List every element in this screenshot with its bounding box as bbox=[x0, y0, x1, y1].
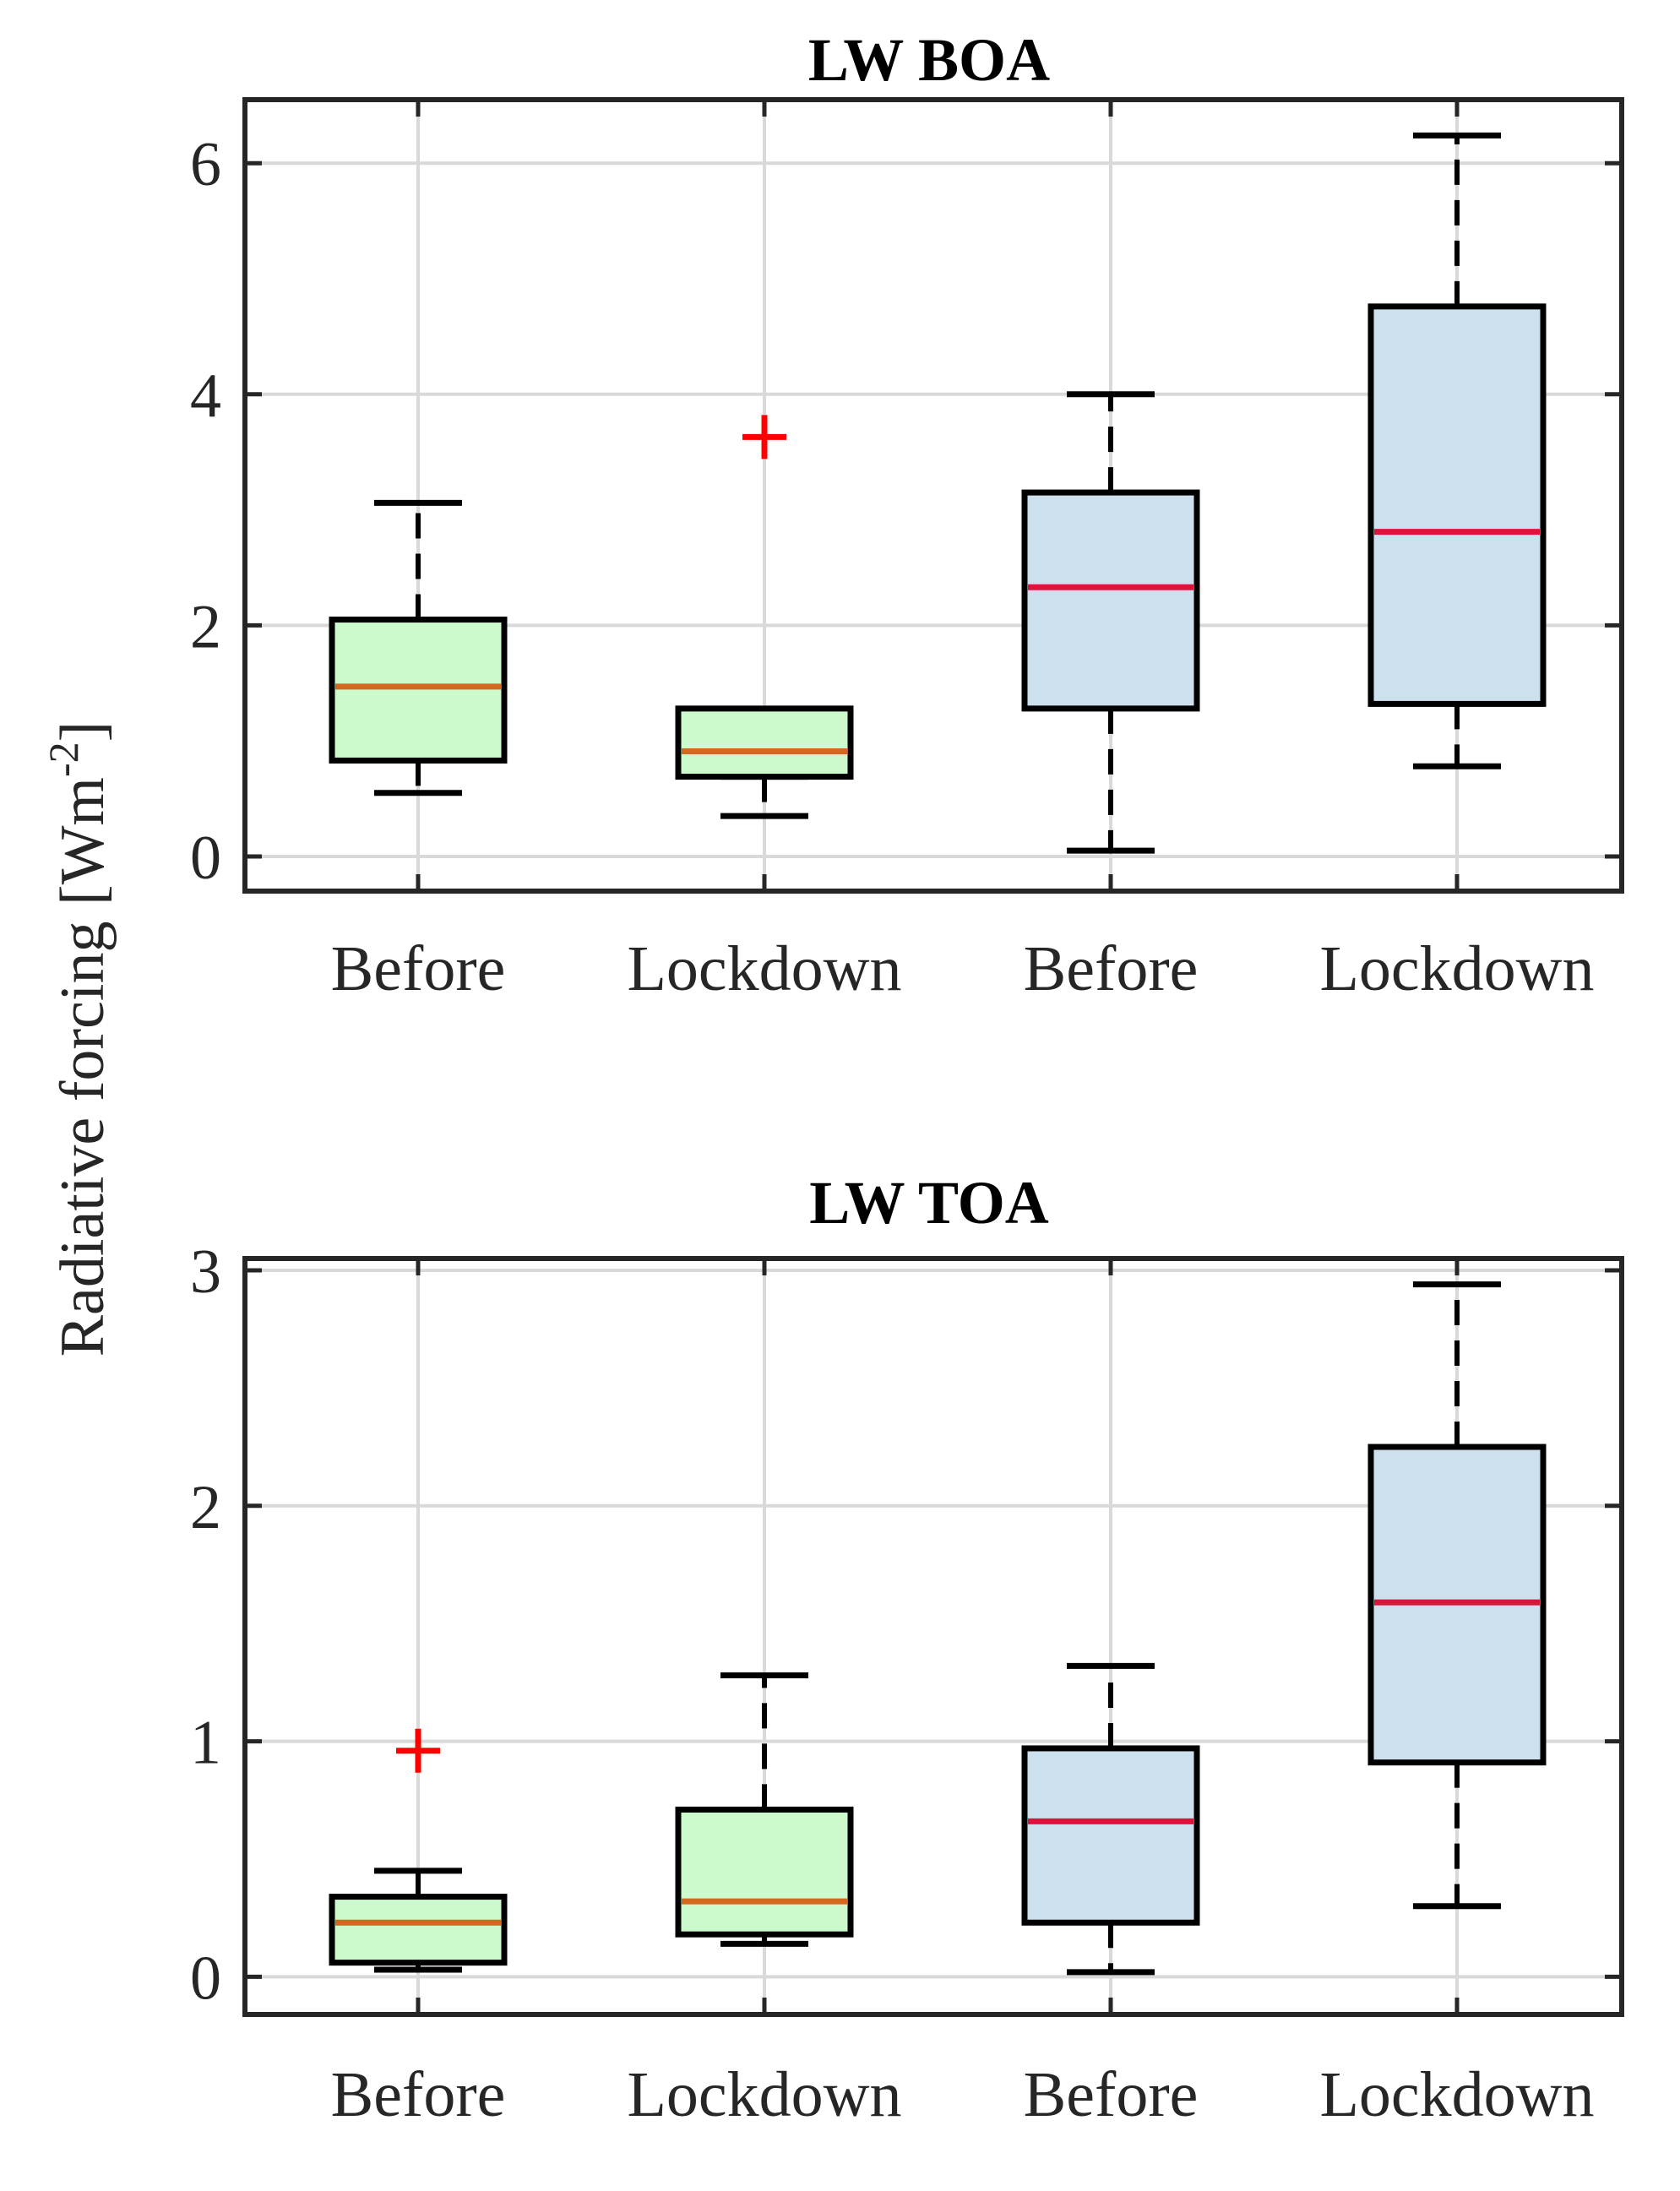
y-tick-label: 2 bbox=[190, 1473, 221, 1542]
y-tick-label: 2 bbox=[190, 592, 221, 661]
panel-toa: LW TOA 0 1 2 3 Before Lockdown Before Lockdown bbox=[190, 1169, 1624, 2130]
plot-area-boa: 0 2 4 6 Before Lockdown Before Lockdown bbox=[190, 97, 1624, 1004]
box-3 bbox=[1021, 391, 1200, 854]
y-axis-label: Radiative forcing [Wm-2] bbox=[40, 721, 117, 1357]
y-tick-label: 0 bbox=[190, 824, 221, 893]
panel-boa: LW BOA 0 2 4 6 Before Lockdown Before Lockdown bbox=[190, 26, 1624, 1004]
box-1 bbox=[329, 1728, 508, 1973]
box-3 bbox=[1021, 1662, 1200, 1976]
y-axis-label-superscript: -2 bbox=[40, 742, 87, 777]
iqr-box bbox=[329, 617, 508, 764]
box-2 bbox=[675, 415, 854, 819]
panel-title-toa: LW TOA bbox=[809, 1169, 1049, 1237]
y-tick-label: 4 bbox=[190, 362, 221, 431]
iqr-box bbox=[1021, 489, 1200, 712]
box-1 bbox=[329, 499, 508, 796]
axes-frame bbox=[242, 1256, 1624, 2017]
category-label: Lockdown bbox=[1319, 933, 1594, 1004]
y-tick-label: 3 bbox=[190, 1237, 221, 1307]
category-label: Before bbox=[331, 2059, 506, 2130]
y-axis-label-text: Radiative forcing [Wm bbox=[48, 777, 117, 1356]
category-label: Lockdown bbox=[1319, 2059, 1594, 2130]
axes-frame bbox=[242, 97, 1624, 894]
iqr-box bbox=[329, 1894, 508, 1966]
box-4 bbox=[1367, 1281, 1547, 1910]
iqr-box bbox=[675, 705, 854, 780]
category-label: Lockdown bbox=[627, 2059, 901, 2130]
y-tick-label: 1 bbox=[190, 1709, 221, 1778]
iqr-box bbox=[1021, 1745, 1200, 1926]
iqr-box bbox=[675, 1806, 854, 1938]
category-label: Before bbox=[1024, 2059, 1199, 2130]
plot-area-toa: 0 1 2 3 Before Lockdown Before Lockdown bbox=[190, 1237, 1624, 2130]
iqr-box bbox=[1367, 303, 1547, 707]
box-2 bbox=[675, 1672, 854, 1947]
box-4 bbox=[1367, 132, 1547, 769]
panel-title-boa: LW BOA bbox=[808, 26, 1050, 94]
category-label: Lockdown bbox=[627, 933, 901, 1004]
y-axis-label-close: ] bbox=[48, 721, 117, 742]
category-label: Before bbox=[1024, 933, 1199, 1004]
y-tick-label: 0 bbox=[190, 1944, 221, 2013]
category-label: Before bbox=[331, 933, 506, 1004]
y-tick-label: 6 bbox=[190, 130, 221, 199]
